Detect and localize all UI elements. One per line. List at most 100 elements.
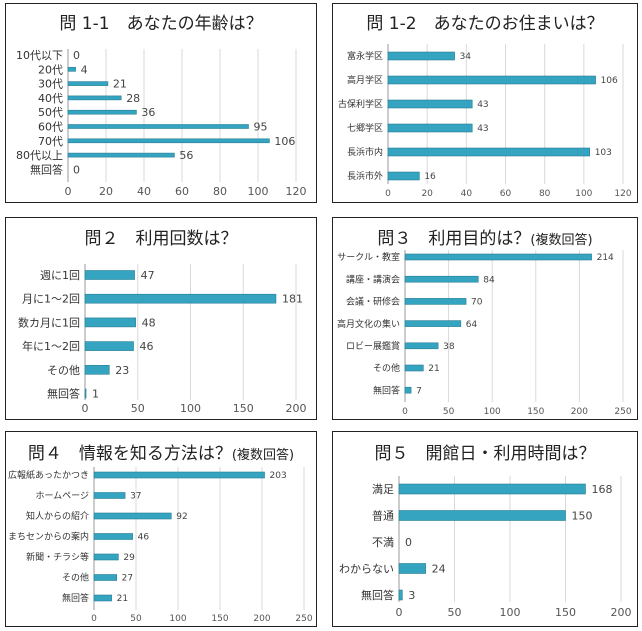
x-tick-label: 20 bbox=[421, 189, 433, 199]
category-label: 数カ月に1回 bbox=[18, 316, 80, 329]
chart-q4: 0 50 100 150 200 250 広報紙あったかつき 203 ホームページ 37 知人からの… bbox=[8, 467, 313, 624]
bar bbox=[84, 341, 134, 351]
category-label: その他 bbox=[47, 364, 80, 377]
bar bbox=[93, 594, 112, 602]
category-label: 月に1～2回 bbox=[22, 293, 80, 306]
x-tick-label: 100 bbox=[180, 402, 201, 415]
data-label: 168 bbox=[591, 483, 612, 496]
x-tick-label: 0 bbox=[65, 185, 72, 198]
chart-title-main: 問４ 情報を知る方法は？ bbox=[27, 444, 232, 464]
bar bbox=[84, 365, 110, 375]
data-label: 103 bbox=[595, 148, 612, 158]
x-tick-label: 200 bbox=[571, 407, 588, 417]
x-tick-label: 120 bbox=[614, 189, 631, 199]
category-label: 七郷学区 bbox=[347, 122, 383, 134]
x-tick-label: 60 bbox=[500, 189, 512, 199]
chart-title-main: 問３ 利用目的は？ bbox=[377, 229, 531, 249]
panel-q5: 問５ 開館日・利用時間は？ 0 50 100 150 200 満足 168 普通 150 不満 0 わ… bbox=[332, 431, 638, 627]
data-label: 4 bbox=[81, 63, 88, 76]
data-label: 84 bbox=[483, 275, 495, 285]
category-label: 長浜市外 bbox=[347, 170, 383, 182]
data-label: 214 bbox=[597, 253, 614, 263]
panel-q4: 問４ 情報を知る方法は？(複数回答) 0 50 100 150 200 250 広報紙あった… bbox=[5, 431, 317, 627]
data-label: 3 bbox=[408, 589, 415, 602]
x-tick-label: 100 bbox=[484, 407, 501, 417]
category-label: 10代以下 bbox=[16, 49, 63, 62]
category-label: 知人からの紹介 bbox=[26, 510, 89, 522]
category-label: 富永学区 bbox=[347, 50, 383, 62]
category-label: まちセンからの案内 bbox=[8, 531, 89, 543]
x-tick-label: 0 bbox=[91, 614, 97, 624]
bar bbox=[398, 563, 426, 574]
x-tick-label: 150 bbox=[233, 402, 254, 415]
x-tick-label: 150 bbox=[527, 407, 544, 417]
x-tick-label: 0 bbox=[402, 407, 408, 417]
category-label: 50代 bbox=[38, 106, 63, 119]
bar bbox=[67, 66, 76, 72]
bar bbox=[387, 51, 455, 61]
data-label: 21 bbox=[428, 364, 439, 374]
panel-q3: 問３ 利用目的は？(複数回答) 0 50 100 150 200 250 サークル・教室 21… bbox=[332, 217, 638, 420]
bar bbox=[387, 171, 420, 181]
chart-q2: 0 50 100 150 200 週に1回 47 月に1～2回 181 数カ月に1回 48 年に1～2… bbox=[18, 264, 307, 415]
bar bbox=[67, 152, 175, 158]
bar bbox=[67, 138, 270, 144]
data-label: 21 bbox=[117, 594, 128, 604]
bar bbox=[404, 364, 424, 372]
x-tick-label: 100 bbox=[169, 614, 186, 624]
x-tick-label: 50 bbox=[130, 614, 142, 624]
x-tick-label: 0 bbox=[82, 402, 89, 415]
bar bbox=[398, 483, 586, 495]
data-label: 0 bbox=[73, 49, 80, 62]
x-tick-label: 40 bbox=[461, 189, 473, 199]
data-label: 24 bbox=[432, 562, 446, 575]
data-label: 70 bbox=[471, 298, 483, 308]
data-label: 92 bbox=[176, 512, 187, 522]
bar bbox=[404, 298, 467, 305]
x-tick-label: 200 bbox=[611, 606, 632, 619]
bar bbox=[398, 589, 403, 601]
data-label: 1 bbox=[92, 387, 99, 400]
bar bbox=[404, 253, 592, 261]
x-tick-label: 250 bbox=[295, 614, 312, 624]
category-label: 高月文化の集い bbox=[337, 318, 400, 330]
x-tick-label: 250 bbox=[614, 407, 631, 417]
bar bbox=[387, 99, 473, 109]
x-tick-label: 80 bbox=[213, 185, 227, 198]
data-label: 28 bbox=[126, 92, 140, 105]
bar bbox=[387, 75, 596, 85]
category-label: ロビー展鑑賞 bbox=[346, 340, 400, 352]
category-label: 新聞・チラシ等 bbox=[26, 551, 89, 563]
chart-q1-2: 0 20 40 60 80 100 120 富永学区 34 高月学区 106 古保利学区 43 七郷学区 4… bbox=[338, 44, 632, 199]
chart-title: 問２ 利用回数は？ bbox=[84, 229, 238, 249]
data-label: 36 bbox=[141, 106, 155, 119]
data-label: 46 bbox=[140, 340, 154, 353]
chart-title: 問５ 開館日・利用時間は？ bbox=[374, 444, 596, 464]
data-label: 95 bbox=[254, 120, 268, 133]
data-label: 29 bbox=[123, 553, 135, 563]
bar bbox=[387, 123, 473, 133]
x-tick-label: 100 bbox=[248, 185, 269, 198]
category-label: 高月学区 bbox=[347, 74, 383, 86]
category-label: 無回答 bbox=[373, 384, 400, 396]
category-label: 無回答 bbox=[30, 162, 63, 176]
x-tick-label: 40 bbox=[137, 185, 151, 198]
bar bbox=[93, 553, 119, 561]
category-label: 20代 bbox=[38, 63, 63, 76]
category-label: 会議・研修会 bbox=[346, 296, 400, 308]
bar bbox=[387, 147, 591, 157]
category-label: その他 bbox=[62, 572, 89, 584]
x-tick-label: 200 bbox=[253, 614, 270, 624]
bar bbox=[93, 533, 133, 540]
panel-q1-1: 問 1-1 あなたの年齢は？ 0 20 40 60 80 100 120 10代以下 0 20代 4… bbox=[5, 3, 317, 203]
panel-q2: 問２ 利用回数は？ 0 50 100 150 200 週に1回 47 月に1～2回 181 数カ月… bbox=[5, 217, 317, 420]
bar bbox=[93, 492, 126, 499]
x-tick-label: 150 bbox=[211, 614, 228, 624]
category-label: 普通 bbox=[372, 508, 394, 522]
category-label: 60代 bbox=[38, 120, 63, 133]
data-label: 0 bbox=[405, 536, 412, 549]
data-label: 106 bbox=[601, 76, 618, 86]
bar bbox=[93, 512, 172, 520]
data-label: 48 bbox=[142, 316, 156, 329]
data-label: 181 bbox=[282, 293, 303, 306]
